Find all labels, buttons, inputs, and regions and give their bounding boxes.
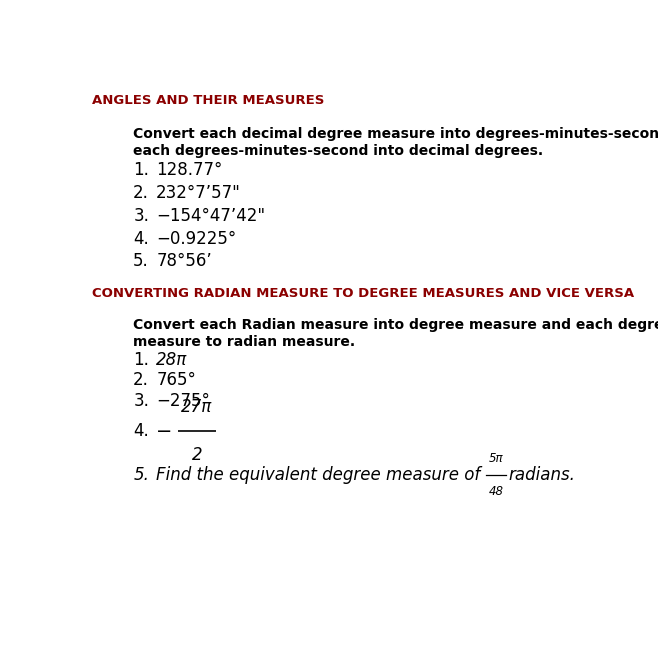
Text: 2: 2: [191, 446, 202, 465]
Text: 5.: 5.: [133, 253, 149, 270]
Text: 4.: 4.: [133, 230, 149, 247]
Text: 232°7’57": 232°7’57": [156, 184, 241, 202]
Text: 2.: 2.: [133, 371, 149, 390]
Text: Convert each Radian measure into degree measure and each degree: Convert each Radian measure into degree …: [133, 318, 658, 332]
Text: −: −: [156, 422, 172, 441]
Text: Convert each decimal degree measure into degrees-minutes-seconds and: Convert each decimal degree measure into…: [133, 127, 658, 141]
Text: ANGLES AND THEIR MEASURES: ANGLES AND THEIR MEASURES: [92, 94, 325, 107]
Text: 2.: 2.: [133, 184, 149, 202]
Text: 765°: 765°: [156, 371, 196, 390]
Text: radians.: radians.: [509, 466, 576, 484]
Text: 28π: 28π: [156, 351, 188, 369]
Text: Find the equivalent degree measure of: Find the equivalent degree measure of: [156, 466, 486, 484]
Text: 78°56’: 78°56’: [156, 253, 212, 270]
Text: 3.: 3.: [133, 207, 149, 225]
Text: 3.: 3.: [133, 392, 149, 410]
Text: 48: 48: [488, 486, 503, 498]
Text: each degrees-minutes-second into decimal degrees.: each degrees-minutes-second into decimal…: [133, 144, 544, 158]
Text: 1.: 1.: [133, 351, 149, 369]
Text: −275°: −275°: [156, 392, 210, 410]
Text: −154°47’42": −154°47’42": [156, 207, 265, 225]
Text: 4.: 4.: [133, 422, 149, 440]
Text: 128.77°: 128.77°: [156, 161, 222, 179]
Text: measure to radian measure.: measure to radian measure.: [133, 335, 355, 349]
Text: 5.: 5.: [133, 466, 149, 484]
Text: CONVERTING RADIAN MEASURE TO DEGREE MEASURES AND VICE VERSA: CONVERTING RADIAN MEASURE TO DEGREE MEAS…: [92, 287, 634, 299]
Text: 27π: 27π: [182, 398, 213, 416]
Text: 1.: 1.: [133, 161, 149, 179]
Text: −0.9225°: −0.9225°: [156, 230, 236, 247]
Text: 5π: 5π: [489, 452, 503, 465]
